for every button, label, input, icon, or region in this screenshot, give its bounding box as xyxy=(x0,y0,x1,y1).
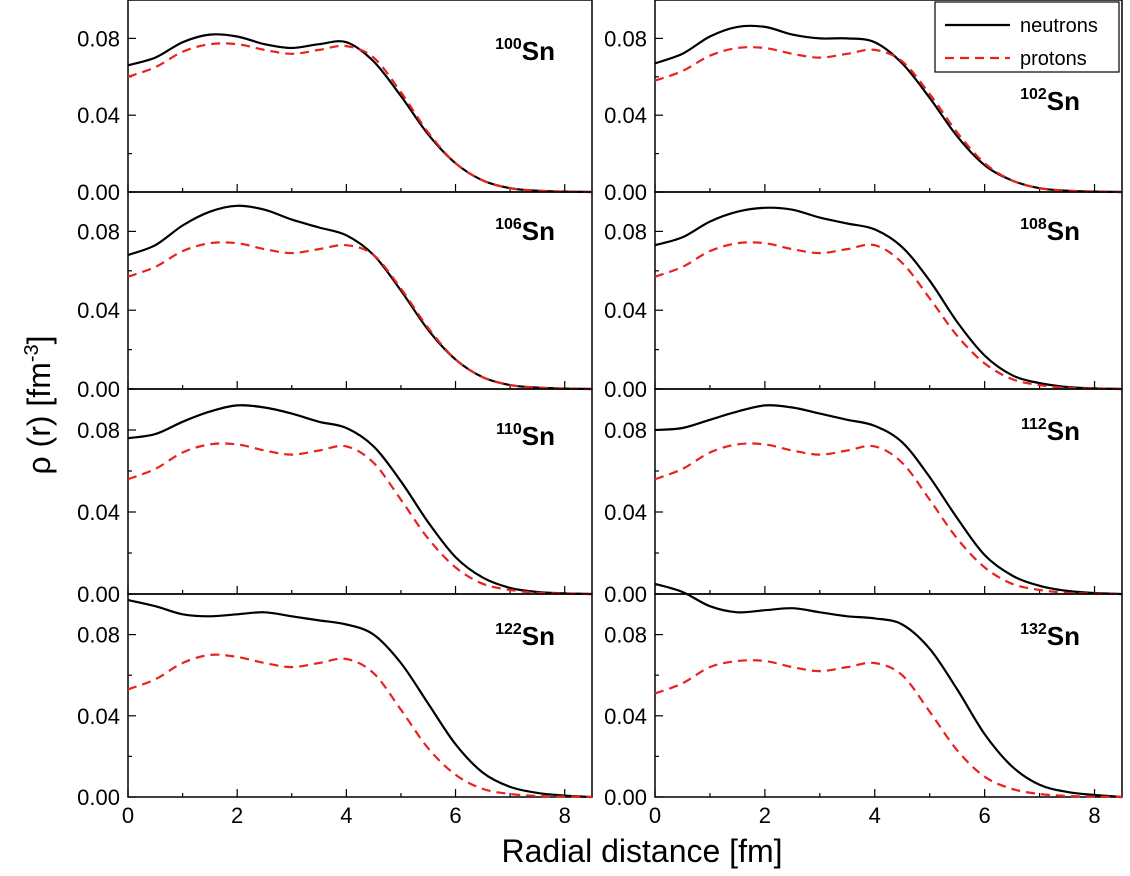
y-axis-title-exponent: -3 xyxy=(21,344,43,362)
y-tick-label: 0.04 xyxy=(77,500,120,525)
neutrons-line xyxy=(127,404,593,596)
protons-line xyxy=(654,46,1123,194)
panel-label-mass: 122 xyxy=(495,621,522,638)
x-tick-label: 2 xyxy=(231,803,243,828)
panel-132Sn: 0.00 0.04 0.08 0 2 4 6 8 132Sn xyxy=(604,582,1123,828)
protons-line xyxy=(127,241,593,391)
panel-label-mass: 108 xyxy=(1020,216,1047,233)
y-tick-label: 0.04 xyxy=(77,103,120,128)
legend-label-protons: protons xyxy=(1020,48,1087,70)
panel-label-element: Sn xyxy=(1047,86,1080,116)
y-tick-label: 0.08 xyxy=(604,418,647,443)
y-tick-label: 0.00 xyxy=(604,785,647,810)
panel-122Sn: 0.00 0.04 0.08 0 2 4 6 8 122Sn xyxy=(77,593,593,828)
y-tick-label: 0.08 xyxy=(604,26,647,51)
y-tick-label: 0.04 xyxy=(604,704,647,729)
panel-label-mass: 100 xyxy=(495,36,522,53)
y-tick-label: 0.08 xyxy=(604,219,647,244)
y-tick-label: 0.04 xyxy=(604,500,647,525)
panel-label: 122Sn xyxy=(495,621,555,651)
protons-line xyxy=(127,442,593,596)
y-tick-label: 0.04 xyxy=(604,103,647,128)
legend-label-neutrons: neutrons xyxy=(1020,15,1098,37)
x-tick-label: 6 xyxy=(449,803,461,828)
y-axis-title: ρ (r) [fm-3] xyxy=(21,335,57,474)
panel-label-element: Sn xyxy=(1047,416,1080,446)
panel-label: 112Sn xyxy=(1021,416,1080,446)
y-tick-label: 0.00 xyxy=(77,180,120,205)
legend: neutrons protons xyxy=(934,1,1120,73)
y-tick-label: 0.04 xyxy=(77,298,120,323)
protons-line xyxy=(654,442,1123,596)
panel-108Sn: 0.00 0.04 0.08 108Sn xyxy=(604,191,1123,402)
x-tick-label: 8 xyxy=(1088,803,1100,828)
y-tick-label: 0.08 xyxy=(77,418,120,443)
y-axis-title-close: ] xyxy=(21,335,57,344)
panel-label: 100Sn xyxy=(495,36,555,66)
y-tick-label: 0.00 xyxy=(77,377,120,402)
x-axis-title: Radial distance [fm] xyxy=(501,833,782,869)
panel-label: 108Sn xyxy=(1020,216,1080,246)
x-tick-label: 0 xyxy=(649,803,661,828)
y-tick-label: 0.04 xyxy=(77,704,120,729)
panel-frame xyxy=(127,593,593,798)
neutrons-line xyxy=(127,599,593,799)
panel-112Sn: 0.00 0.04 0.08 112Sn xyxy=(604,388,1123,607)
x-tick-label: 0 xyxy=(122,803,134,828)
panel-110Sn: 0.00 0.04 0.08 110Sn xyxy=(77,388,593,607)
panel-frame xyxy=(654,593,1123,798)
panel-label: 110Sn xyxy=(496,421,555,451)
protons-line xyxy=(127,653,593,799)
legend-box xyxy=(934,1,1120,73)
y-tick-label: 0.00 xyxy=(77,582,120,607)
panel-label-mass: 132 xyxy=(1020,621,1047,638)
y-tick-label: 0.08 xyxy=(77,219,120,244)
panels-layer: 0.000.040.08 100Sn0.000.040.08102Sn0.000.… xyxy=(77,0,1123,828)
panel-label-element: Sn xyxy=(522,216,555,246)
panel-label-mass: 112 xyxy=(1021,416,1047,433)
x-tick-label: 4 xyxy=(340,803,352,828)
neutrons-line xyxy=(654,206,1123,391)
panel-label: 102Sn xyxy=(1020,86,1080,116)
panel-label-element: Sn xyxy=(1047,216,1080,246)
protons-line xyxy=(654,659,1123,799)
panel-label-element: Sn xyxy=(1047,621,1080,651)
x-tick-label: 6 xyxy=(979,803,991,828)
y-tick-label: 0.04 xyxy=(604,298,647,323)
y-tick-label: 0.00 xyxy=(604,377,647,402)
y-tick-label: 0.08 xyxy=(77,623,120,648)
panel-100Sn: 0.00 0.04 0.08 100Sn xyxy=(77,0,593,205)
panel-label-mass: 110 xyxy=(496,421,522,438)
y-tick-label: 0.00 xyxy=(604,180,647,205)
x-tick-label: 2 xyxy=(759,803,771,828)
y-tick-label: 0.00 xyxy=(77,785,120,810)
panel-frame xyxy=(127,0,593,193)
panel-label-element: Sn xyxy=(522,36,555,66)
y-tick-label: 0.00 xyxy=(604,582,647,607)
protons-line xyxy=(654,241,1123,391)
y-tick-label: 0.08 xyxy=(77,26,120,51)
y-tick-label: 0.08 xyxy=(604,623,647,648)
protons-line xyxy=(127,42,593,194)
panel-label-element: Sn xyxy=(522,621,555,651)
panel-label: 132Sn xyxy=(1020,621,1080,651)
panel-label-element: Sn xyxy=(522,421,555,451)
panel-label-mass: 102 xyxy=(1020,86,1047,103)
panel-label: 106Sn xyxy=(495,216,555,246)
panel-label-mass: 106 xyxy=(495,216,522,233)
x-tick-label: 8 xyxy=(559,803,571,828)
panel-frame xyxy=(127,388,593,595)
neutrons-line xyxy=(654,404,1123,596)
x-tick-label: 4 xyxy=(869,803,881,828)
panel-106Sn: 0.00 0.04 0.08 106Sn xyxy=(77,191,593,402)
neutrons-line xyxy=(654,582,1123,799)
y-axis-title-main: ρ (r) [fm xyxy=(21,362,57,474)
